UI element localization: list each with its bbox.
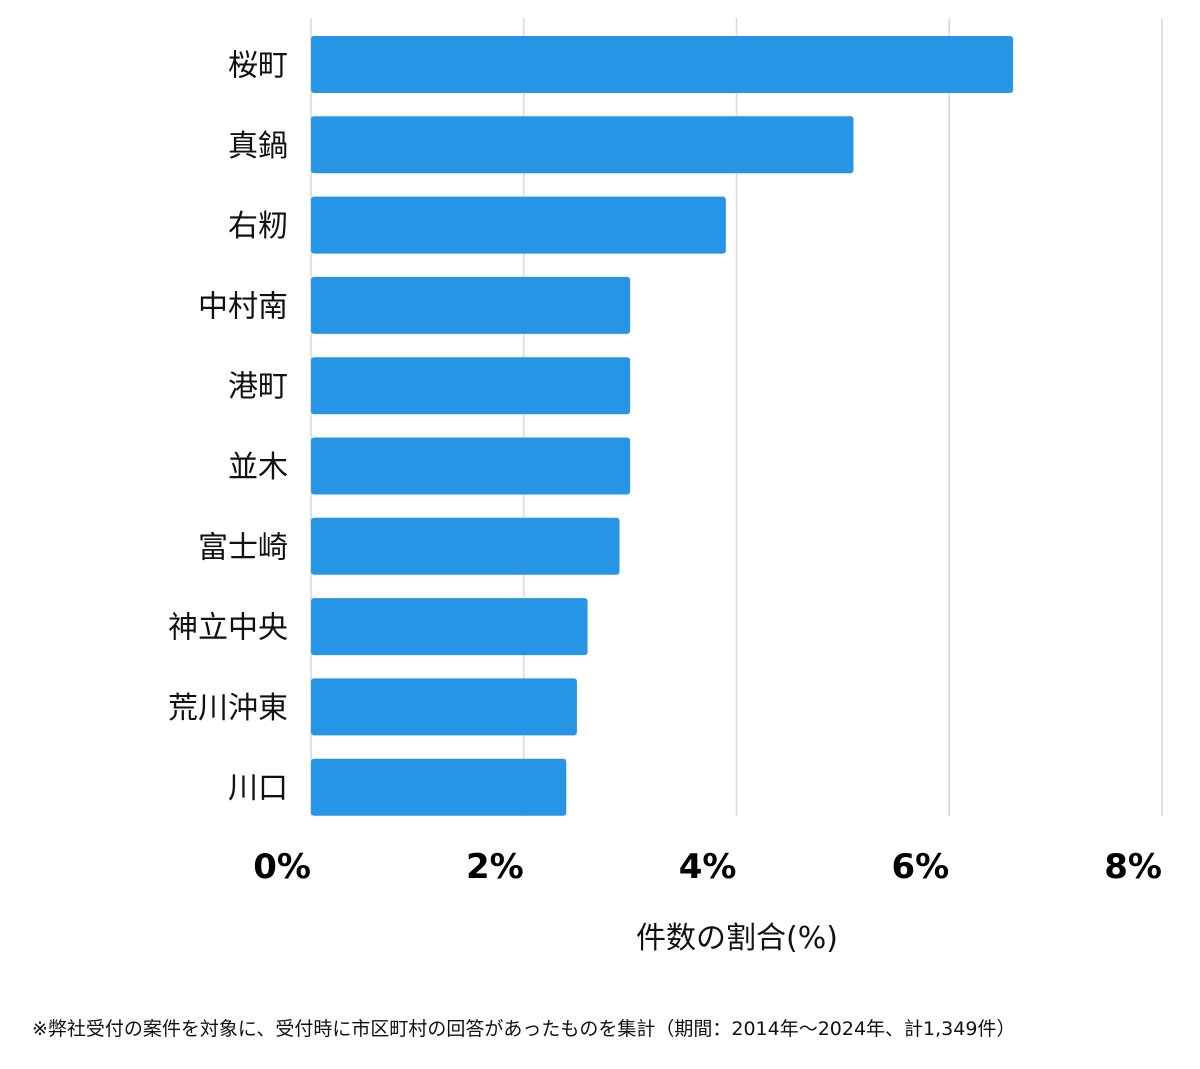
category-label-2: 右籾 bbox=[228, 209, 288, 244]
x-tick-label-0: 0% bbox=[253, 847, 311, 887]
category-label-1: 真鍋 bbox=[228, 129, 288, 164]
bars bbox=[311, 36, 1014, 816]
x-tick-label-2: 4% bbox=[679, 847, 737, 887]
category-label-9: 川口 bbox=[228, 771, 288, 806]
category-label-6: 富士崎 bbox=[198, 530, 288, 565]
bar-4 bbox=[311, 357, 631, 415]
bar-0 bbox=[311, 36, 1014, 93]
bar-6 bbox=[311, 517, 620, 575]
bar-8 bbox=[311, 678, 577, 736]
x-tick-label-1: 2% bbox=[466, 847, 524, 887]
bar-3 bbox=[311, 276, 631, 334]
bar-1 bbox=[311, 116, 854, 174]
footnote: ※弊社受付の案件を対象に、受付時に市区町村の回答があったものを集計（期間：201… bbox=[32, 1018, 1016, 1040]
category-label-5: 並木 bbox=[228, 450, 288, 485]
category-label-8: 荒川沖東 bbox=[168, 691, 288, 726]
category-label-3: 中村南 bbox=[198, 289, 288, 324]
x-tick-labels: 0% 2% 4% 6% 8% bbox=[253, 847, 1162, 887]
x-axis-title: 件数の割合(%) bbox=[636, 921, 838, 956]
category-label-4: 港町 bbox=[228, 370, 288, 405]
bar-2 bbox=[311, 196, 726, 254]
bar-9 bbox=[311, 758, 567, 816]
bar-7 bbox=[311, 598, 588, 656]
x-tick-label-3: 6% bbox=[892, 847, 950, 887]
bar-5 bbox=[311, 437, 631, 495]
category-label-7: 神立中央 bbox=[168, 611, 288, 646]
category-label-0: 桜町 bbox=[228, 49, 288, 84]
x-tick-label-4: 8% bbox=[1104, 847, 1162, 887]
